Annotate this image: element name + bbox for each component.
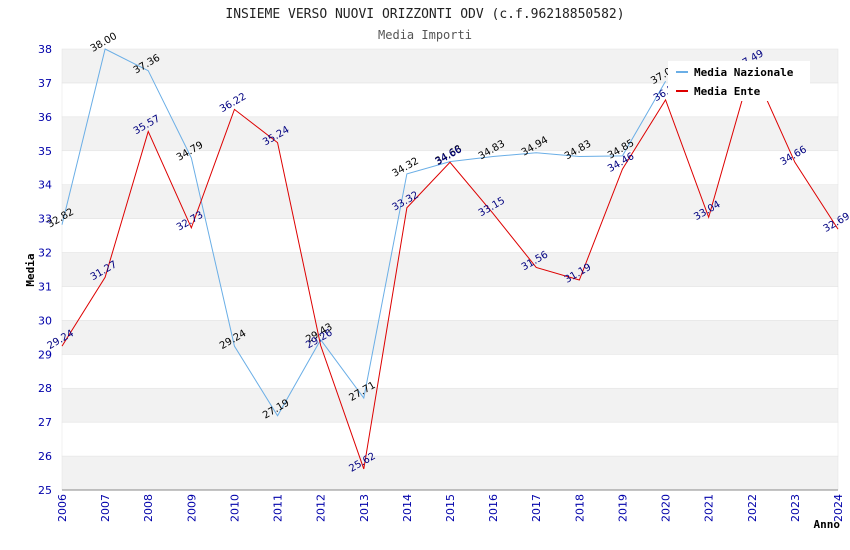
x-tick-label: 2007 [99,494,112,522]
y-tick-label: 33 [38,213,52,226]
x-tick-label: 2008 [142,494,155,522]
y-tick-label: 37 [38,77,52,90]
y-tick-label: 35 [38,145,52,158]
y-tick-label: 26 [38,450,52,463]
y-tick-label: 25 [38,484,52,497]
x-tick-label: 2022 [746,494,759,522]
x-tick-label: 2009 [185,494,198,522]
y-axis-label: Media [24,253,37,286]
x-tick-label: 2021 [703,494,716,522]
grid-band [61,252,839,287]
y-tick-label: 29 [38,348,52,361]
grid-band [61,320,839,355]
x-tick-label: 2019 [616,494,629,522]
y-tick-label: 27 [38,416,52,429]
legend-label-media-nazionale: Media Nazionale [694,66,794,79]
grid-band [61,354,839,389]
x-tick-label: 2020 [660,494,673,522]
x-tick-label: 2023 [789,494,802,522]
grid-band [61,218,839,253]
y-tick-label: 32 [38,247,52,260]
x-tick-label: 2014 [401,494,414,522]
chart-subtitle: Media Importi [378,28,472,42]
grid-band [61,116,839,152]
grid-band [61,286,839,321]
x-tick-label: 2010 [228,494,241,522]
x-tick-label: 2018 [573,494,586,522]
x-tick-label: 2006 [56,494,69,522]
x-tick-label: 2015 [444,494,457,522]
x-tick-label: 2013 [358,494,371,522]
y-tick-label: 28 [38,382,52,395]
y-tick-label: 38 [38,43,52,56]
chart-title: INSIEME VERSO NUOVI ORIZZONTI ODV (c.f.9… [225,7,624,22]
grid-band [61,150,839,185]
grid-band [61,455,839,491]
y-tick-label: 31 [38,280,52,293]
y-tick-label: 36 [38,111,52,124]
legend-box [668,61,810,101]
x-tick-label: 2024 [832,494,845,522]
grid-band [61,184,839,219]
grid-bands [61,48,839,491]
legend-label-media-ente: Media Ente [694,85,761,98]
y-axis-ticks: 25 26 27 28 29 30 31 32 33 34 35 36 37 38 [38,43,52,497]
x-tick-label: 2012 [315,494,328,522]
x-tick-label: 2017 [530,494,543,522]
series-line-media-ente [61,64,839,470]
y-tick-label: 30 [38,314,52,327]
series-lines [61,48,839,470]
x-tick-label: 2011 [272,494,285,522]
grid-band [61,421,839,457]
series-line-media-nazionale [61,48,666,417]
x-tick-label: 2016 [487,494,500,522]
x-axis-ticks: 2006 2007 2008 2009 2010 2011 2012 2013 2014 2015… [56,494,845,522]
grid-band [61,387,839,423]
y-tick-label: 34 [38,179,52,192]
legend: Media Nazionale Media Ente [668,61,810,101]
x-axis-label: Anno [814,518,841,531]
